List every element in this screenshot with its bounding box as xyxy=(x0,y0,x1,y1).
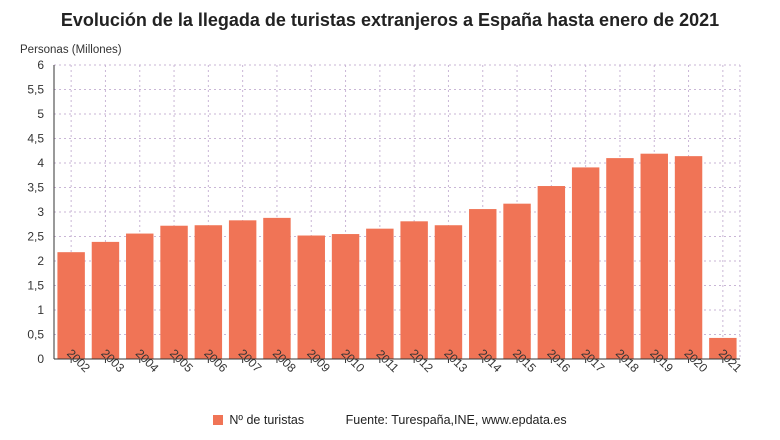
bar xyxy=(91,241,120,359)
x-tick-label: 2004 xyxy=(133,346,162,375)
y-tick-label: 4,5 xyxy=(27,132,44,146)
x-tick-label: 2021 xyxy=(716,346,745,375)
bar xyxy=(503,203,531,359)
x-tick-label: 2015 xyxy=(510,346,539,375)
y-tick-label: 2 xyxy=(37,254,44,268)
x-tick-label: 2012 xyxy=(407,346,436,375)
x-tick-label: 2019 xyxy=(647,346,676,375)
y-tick-label: 3 xyxy=(37,205,44,219)
y-tick-label: 5,5 xyxy=(27,83,44,97)
legend-swatch xyxy=(213,415,224,425)
bar xyxy=(194,225,223,359)
legend-label: Nº de turistas xyxy=(229,413,305,427)
bar xyxy=(126,233,154,359)
bar xyxy=(640,153,668,359)
x-tick-label: 2005 xyxy=(167,346,196,375)
bar xyxy=(571,167,600,359)
bar xyxy=(709,337,737,359)
x-tick-label: 2011 xyxy=(373,347,401,375)
x-tick-label: 2014 xyxy=(476,346,505,375)
bar xyxy=(263,217,291,359)
x-tick-label: 2016 xyxy=(544,346,573,375)
bar xyxy=(400,221,428,359)
y-tick-label: 1,5 xyxy=(27,279,44,293)
bar xyxy=(57,252,85,359)
x-tick-label: 2020 xyxy=(682,346,711,375)
y-tick-label: 6 xyxy=(37,58,44,72)
bar xyxy=(674,156,703,359)
x-tick-label: 2017 xyxy=(579,346,608,375)
x-tick-label: 2002 xyxy=(64,346,93,375)
x-tick-label: 2007 xyxy=(236,346,265,375)
y-axis-label: Personas (Millones) xyxy=(20,44,122,56)
bar xyxy=(606,158,634,359)
x-tick-label: 2013 xyxy=(441,346,470,375)
x-tick-label: 2018 xyxy=(613,346,642,375)
bar xyxy=(469,209,497,359)
y-tick-label: 1 xyxy=(37,303,44,317)
bar xyxy=(228,220,257,359)
chart-title: Evolución de la llegada de turistas extr… xyxy=(60,10,720,30)
bar xyxy=(331,234,360,359)
x-tick-label: 2008 xyxy=(270,346,299,375)
source-note: Fuente: Turespaña,INE, www.epdata.es xyxy=(345,413,567,427)
y-tick-label: 0 xyxy=(37,352,44,366)
x-tick-label: 2010 xyxy=(339,346,368,375)
legend: Nº de turistas Fuente: Turespaña,INE, ww… xyxy=(0,413,780,427)
y-tick-label: 5 xyxy=(37,107,44,121)
x-tick-label: 2009 xyxy=(304,346,333,375)
bar xyxy=(297,235,325,359)
bar xyxy=(537,186,566,359)
y-tick-label: 4 xyxy=(37,156,44,170)
x-tick-label: 2003 xyxy=(98,346,127,375)
y-tick-label: 3,5 xyxy=(27,181,44,195)
bar xyxy=(160,225,188,359)
y-tick-label: 0,5 xyxy=(27,328,44,342)
bar xyxy=(434,225,463,359)
x-tick-label: 2006 xyxy=(201,346,230,375)
y-tick-label: 2,5 xyxy=(27,230,44,244)
bar xyxy=(366,228,394,359)
